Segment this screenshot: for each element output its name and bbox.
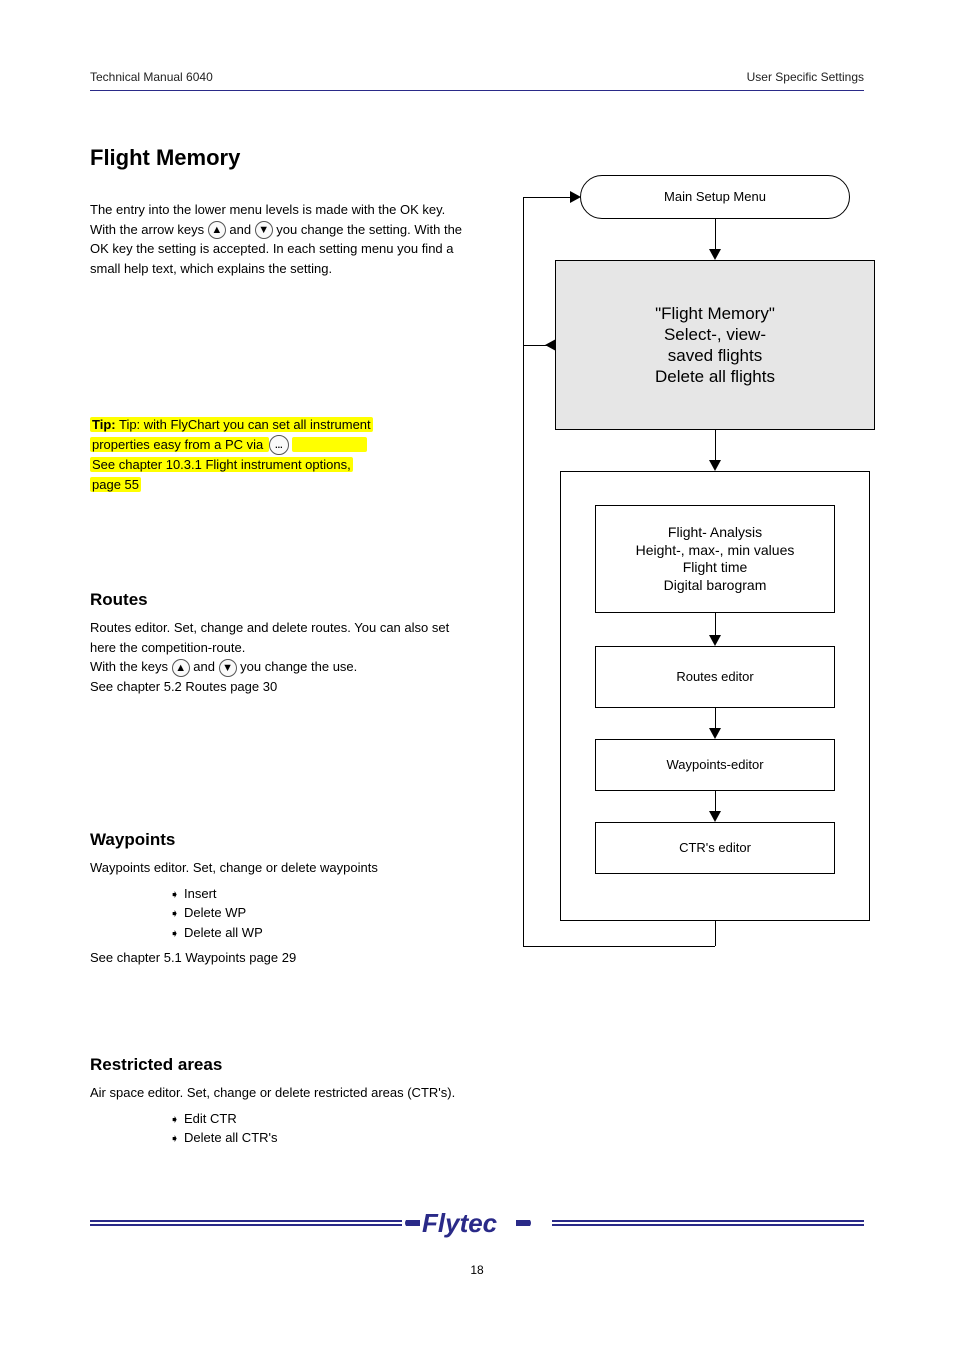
arrow-right-icon: [570, 191, 581, 203]
flow-node-analysis-label: Flight- Analysis Height-, max-, min valu…: [636, 524, 795, 594]
flow-arrow: [523, 197, 524, 345]
wp-item-1: Delete WP: [184, 905, 246, 920]
svg-text:Flytec: Flytec: [422, 1208, 498, 1238]
section-title: Flight Memory: [90, 145, 240, 171]
ctr-body: Air space editor. Set, change or delete …: [90, 1083, 490, 1148]
waypoints-block: Waypoints Waypoints editor. Set, change …: [90, 830, 490, 968]
bullet-icon: ➧: [170, 926, 184, 943]
waypoints-desc: Waypoints editor. Set, change or delete …: [90, 860, 378, 875]
flow-node-ctr: CTR's editor: [595, 822, 835, 874]
routes-body: Routes editor. Set, change and delete ro…: [90, 618, 460, 696]
up-arrow-icon: ▲: [208, 221, 226, 239]
footer-logo: Flytec: [402, 1206, 552, 1240]
page-number: 18: [470, 1263, 483, 1277]
header-left: Technical Manual 6040: [90, 70, 213, 84]
arrow-down-icon: [709, 635, 721, 646]
ctr-item-1: Delete all CTR's: [184, 1130, 278, 1145]
flow-node-wp-label: Waypoints-editor: [666, 757, 763, 773]
flow-node-flightmem-label: "Flight Memory" Select-, view- saved fli…: [655, 303, 775, 388]
ok-icon: ...: [269, 435, 289, 455]
arrow-down-icon: [709, 811, 721, 822]
flowchart: Main Setup Menu "Flight Memory" Select-,…: [520, 175, 880, 950]
up-arrow-icon: ▲: [172, 659, 190, 677]
flow-node-analysis: Flight- Analysis Height-, max-, min valu…: [595, 505, 835, 613]
footer-rule-right: [552, 1220, 864, 1226]
footer-rule-left: [90, 1220, 402, 1226]
flow-node-flightmem: "Flight Memory" Select-, view- saved fli…: [555, 260, 875, 430]
tip-paragraph: Tip: Tip: with FlyChart you can set all …: [90, 415, 490, 494]
down-arrow-icon: ▼: [219, 659, 237, 677]
intro-paragraph: The entry into the lower menu levels is …: [90, 200, 470, 278]
arrow-down-icon: [709, 728, 721, 739]
tip-line2a: properties easy from a PC via: [92, 437, 267, 452]
ctr-item-0: Edit CTR: [184, 1111, 237, 1126]
page-header: Technical Manual 6040 User Specific Sett…: [90, 70, 864, 84]
flow-node-main: Main Setup Menu: [580, 175, 850, 219]
flow-arrow: [715, 921, 716, 946]
footer-bar: Flytec: [90, 1206, 864, 1240]
tip-lead: Tip:: [92, 417, 116, 432]
bullet-icon: ➧: [170, 887, 184, 904]
flow-arrow: [523, 345, 524, 946]
header-rule: [90, 90, 864, 91]
bullet-icon: ➧: [170, 906, 184, 923]
routes-title: Routes: [90, 590, 460, 610]
arrow-down-icon: [709, 460, 721, 471]
waypoints-body: Waypoints editor. Set, change or delete …: [90, 858, 490, 968]
flow-arrow: [523, 946, 715, 947]
wp-item-0: Insert: [184, 886, 217, 901]
bullet-icon: ➧: [170, 1131, 184, 1148]
bullet-icon: ➧: [170, 1112, 184, 1129]
tip-line4: page 55: [90, 477, 141, 492]
tip-line1: Tip: with FlyChart you can set all instr…: [119, 417, 371, 432]
arrow-down-icon: [709, 249, 721, 260]
down-arrow-icon: ▼: [255, 221, 273, 239]
tip-line3: See chapter 10.3.1 Flight instrument opt…: [90, 457, 353, 472]
wp-ref: See chapter 5.1 Waypoints page 29: [90, 948, 490, 968]
wp-item-2: Delete all WP: [184, 925, 263, 940]
waypoints-title: Waypoints: [90, 830, 490, 850]
routes-block: Routes Routes editor. Set, change and de…: [90, 590, 460, 696]
flow-node-ctr-label: CTR's editor: [679, 840, 751, 856]
header-right: User Specific Settings: [747, 70, 864, 84]
ctr-title: Restricted areas: [90, 1055, 490, 1075]
flow-node-main-label: Main Setup Menu: [664, 189, 766, 205]
flow-node-routes-label: Routes editor: [676, 669, 753, 685]
flow-node-wp: Waypoints-editor: [595, 739, 835, 791]
flow-node-routes: Routes editor: [595, 646, 835, 708]
arrow-left-icon: [545, 339, 556, 351]
ctr-block: Restricted areas Air space editor. Set, …: [90, 1055, 490, 1148]
ctr-desc: Air space editor. Set, change or delete …: [90, 1085, 455, 1100]
